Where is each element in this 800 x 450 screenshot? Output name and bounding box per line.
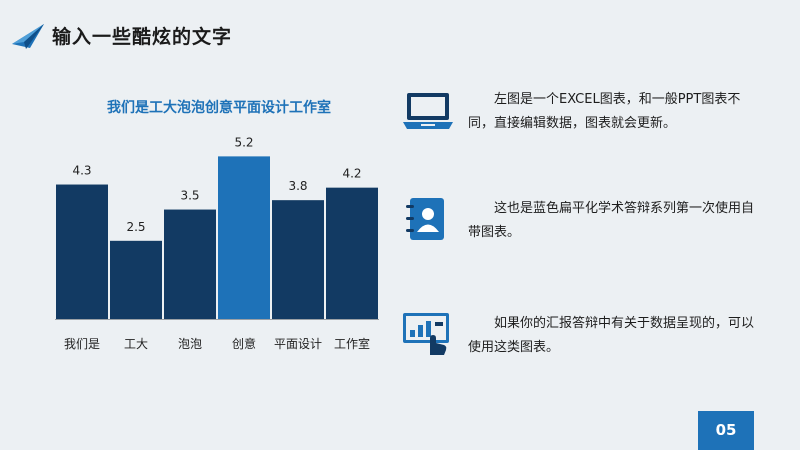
category-label-0: 我们是 — [64, 336, 100, 351]
data-label-5: 4.2 — [342, 167, 361, 181]
info-text-usage: 如果你的汇报答辩中有关于数据呈现的，可以使用这类图表。 — [468, 316, 755, 355]
contact-book-icon — [406, 198, 444, 240]
category-label-3: 创意 — [232, 336, 256, 351]
bar-5 — [326, 187, 378, 319]
bar-0 — [56, 184, 108, 319]
chart-title: 我们是工大泡泡创意平面设计工作室 — [107, 100, 331, 116]
header: 输入一些酷炫的文字 — [0, 0, 800, 75]
data-label-1: 2.5 — [126, 220, 145, 234]
bar-1 — [110, 240, 162, 319]
laptop-icon — [403, 93, 453, 129]
bar-2 — [164, 209, 216, 319]
bar-3 — [218, 156, 270, 319]
info-text-first-use: 这也是蓝色扁平化学术答辩系列第一次使用自带图表。 — [468, 201, 755, 240]
touch-screen-chart-icon — [403, 313, 449, 355]
paper-plane-logo-icon — [12, 24, 44, 49]
data-label-4: 3.8 — [288, 179, 307, 193]
category-label-2: 泡泡 — [178, 337, 202, 351]
bar-4 — [272, 200, 324, 319]
data-label-0: 4.3 — [72, 164, 91, 178]
data-label-2: 3.5 — [180, 189, 199, 203]
data-label-3: 5.2 — [234, 135, 253, 149]
category-label-4: 平面设计 — [274, 337, 322, 351]
category-label-1: 工大 — [124, 337, 148, 351]
category-label-5: 工作室 — [334, 336, 370, 351]
slide-title: 输入一些酷炫的文字 — [52, 26, 233, 48]
page-number: 05 — [698, 411, 754, 450]
info-text-excel: 左图是一个EXCEL图表，和一般PPT图表不同，直接编辑数据，图表就会更新。 — [468, 92, 741, 131]
